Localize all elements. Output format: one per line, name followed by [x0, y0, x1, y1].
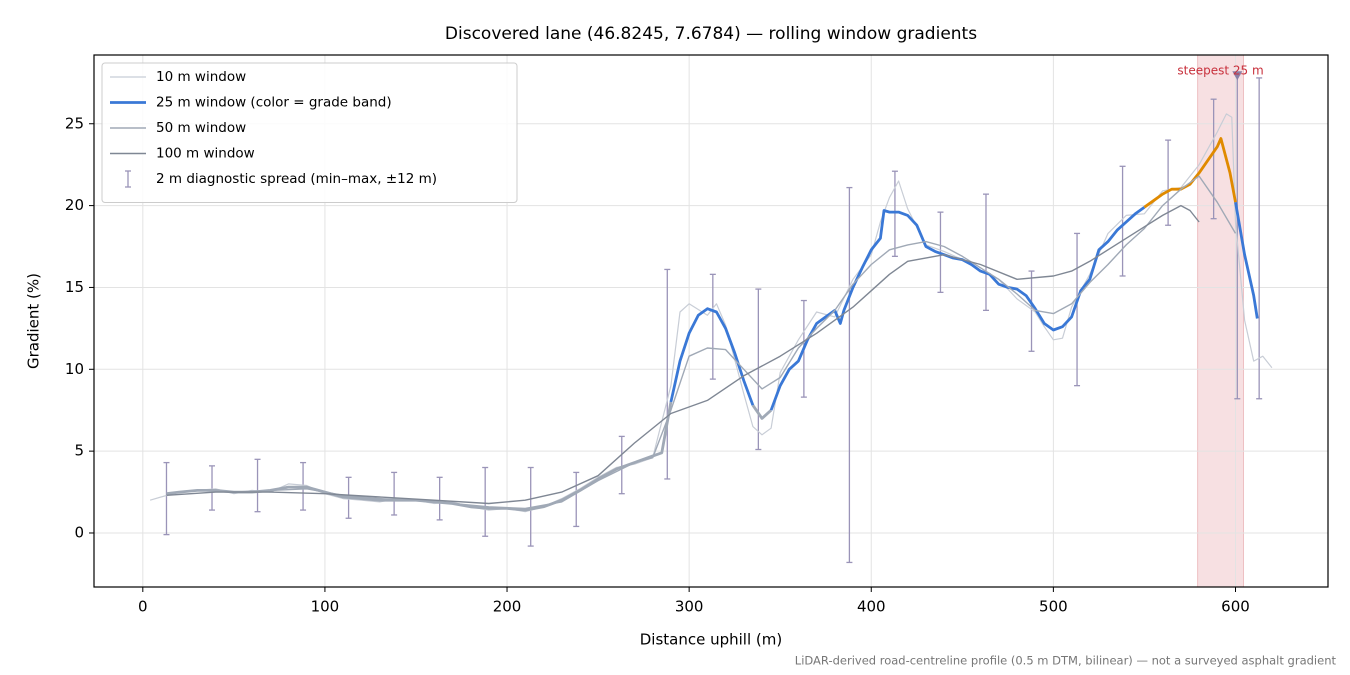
line-series-band: [166, 401, 673, 512]
x-axis-label: Distance uphill (m): [640, 631, 782, 649]
y-tick-label: 15: [65, 278, 84, 296]
x-tick-label: 500: [1039, 598, 1068, 616]
legend-label: 50 m window: [156, 120, 246, 136]
annotation-label: steepest 25 m: [1177, 64, 1263, 78]
legend-box: [101, 62, 518, 203]
x-tick-label: 0: [138, 598, 148, 616]
error-bar: [1119, 165, 1126, 277]
x-tick-label: 200: [493, 598, 522, 616]
chart-title: Discovered lane (46.8245, 7.6784) — roll…: [445, 24, 977, 44]
error-bar: [1028, 270, 1035, 352]
x-tick-label: 400: [857, 598, 886, 616]
error-bar: [982, 193, 989, 312]
x-tick-label: 300: [675, 598, 704, 616]
x-tick-label: 100: [311, 598, 340, 616]
legend-label: 10 m window: [156, 69, 246, 85]
line-series: [149, 113, 1273, 513]
error-bar: [436, 476, 443, 521]
error-bar: [1165, 139, 1172, 226]
line-series-band: [669, 307, 755, 406]
x-tick-label: 600: [1221, 598, 1250, 616]
line-series: [166, 204, 1200, 505]
highlight-span: [1197, 54, 1244, 588]
error-bar: [1074, 232, 1081, 387]
error-bar: [482, 466, 489, 537]
y-tick-label: 0: [74, 523, 84, 541]
y-tick-label: 10: [65, 360, 84, 378]
y-tick-label: 20: [65, 196, 84, 214]
error-bar: [709, 273, 716, 380]
line-series-band: [1234, 202, 1259, 319]
error-bar: [618, 435, 625, 495]
error-bar: [573, 471, 580, 528]
error-bar: [664, 268, 671, 480]
error-bar: [1256, 77, 1263, 400]
line-series-band: [769, 206, 1146, 411]
error-bar: [1210, 98, 1217, 220]
error-bar: [163, 461, 170, 536]
legend-label: 100 m window: [156, 146, 255, 162]
error-bar: [891, 170, 898, 257]
error-bar: [846, 186, 853, 564]
error-bar: [254, 458, 261, 513]
error-bar: [755, 288, 762, 451]
y-tick-label: 5: [74, 442, 84, 460]
annotation-marker: [1232, 71, 1243, 81]
error-bar: [391, 471, 398, 516]
legend-label: 25 m window (color = grade band): [156, 95, 392, 111]
line-series-band: [751, 404, 773, 420]
legend-label: 2 m diagnostic spread (min–max, ±12 m): [156, 171, 437, 187]
error-bar: [209, 465, 216, 511]
plot-frame: [93, 54, 1329, 588]
line-series: [166, 175, 1237, 510]
y-axis-label: Gradient (%): [25, 273, 43, 369]
footnote: LiDAR-derived road-centreline profile (0…: [795, 654, 1337, 668]
y-tick-label: 25: [65, 114, 84, 132]
